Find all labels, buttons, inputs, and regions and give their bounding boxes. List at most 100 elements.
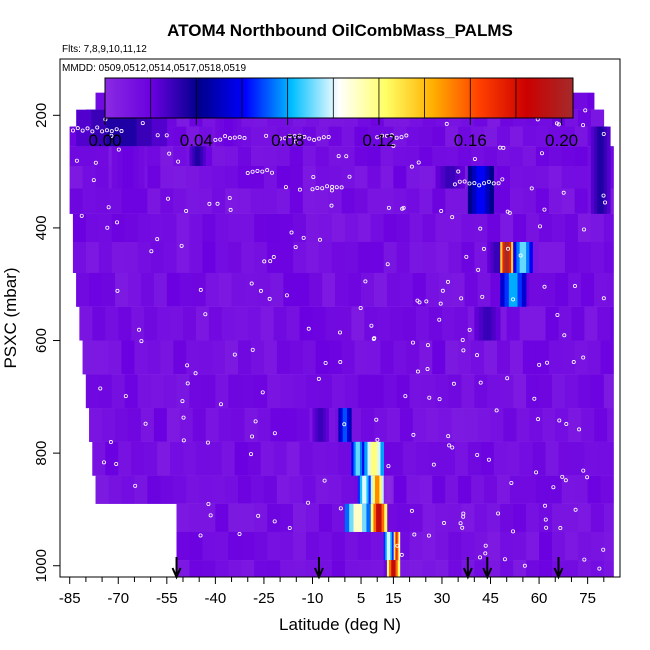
heatmap-cell — [95, 146, 109, 166]
sample-point — [425, 367, 430, 372]
x-axis: -85 -70 -55 -40 -25 -10 5 15 30 45 60 75 — [59, 577, 605, 607]
heatmap-cell — [293, 560, 307, 577]
heatmap-cell — [82, 165, 96, 189]
heatmap-cell — [254, 503, 268, 532]
heatmap-cell — [380, 146, 394, 166]
heatmap-cell — [331, 374, 346, 409]
heatmap-cell — [250, 146, 265, 166]
heatmap-feature-cell — [317, 408, 321, 442]
heatmap-cell — [205, 272, 219, 307]
heatmap-cell — [241, 560, 255, 577]
sample-point — [369, 323, 374, 328]
heatmap-cell — [192, 408, 206, 442]
sample-point — [119, 129, 124, 134]
sample-point — [476, 267, 481, 272]
heatmap-cell — [111, 241, 126, 273]
heatmap-cell — [526, 560, 540, 577]
heatmap-cell — [199, 165, 213, 189]
sample-point — [475, 353, 480, 358]
heatmap-feature-cell — [459, 165, 465, 189]
heatmap-cell — [370, 213, 384, 242]
heatmap-cell — [134, 475, 148, 504]
heatmap-cell — [102, 408, 116, 442]
heatmap-feature-cell — [467, 165, 473, 214]
sample-point — [100, 129, 105, 134]
heatmap-feature-cell — [388, 531, 391, 561]
heatmap-cell — [127, 408, 142, 442]
heatmap-cell — [390, 441, 404, 476]
heatmap-feature-cell — [435, 165, 441, 189]
sample-point — [278, 136, 283, 141]
heatmap-cell — [69, 165, 83, 189]
heatmap-feature-cell — [228, 109, 233, 147]
sample-point — [478, 555, 483, 560]
heatmap-feature-cell — [224, 109, 229, 147]
sample-point — [310, 187, 315, 192]
heatmap-cell — [302, 146, 317, 166]
heatmap-feature-cell — [385, 475, 388, 504]
sample-point — [447, 443, 452, 448]
sample-point — [502, 557, 507, 562]
heatmap-cell — [95, 475, 109, 504]
sample-point — [301, 235, 306, 240]
sample-point — [496, 181, 501, 186]
heatmap-cell — [121, 475, 135, 504]
sample-point — [312, 137, 317, 142]
heatmap-cell — [195, 306, 210, 341]
sample-point — [184, 209, 189, 214]
heatmap-cell — [581, 272, 595, 307]
heatmap-feature-cell — [521, 272, 527, 307]
heatmap-cell — [189, 560, 203, 577]
heatmap-cell — [441, 441, 456, 476]
sample-point — [462, 179, 467, 184]
heatmap-cell — [328, 126, 342, 147]
heatmap-cell — [238, 165, 252, 189]
heatmap-cell — [276, 475, 291, 504]
heatmap-cell — [173, 475, 187, 504]
heatmap-feature-cell — [381, 503, 385, 532]
sample-point — [460, 337, 465, 342]
heatmap-cell — [454, 306, 469, 341]
heatmap-cell — [280, 241, 294, 273]
sample-point — [85, 126, 90, 131]
sample-point — [283, 185, 288, 190]
heatmap-cell — [153, 408, 168, 442]
heatmap-feature-cell — [440, 165, 446, 189]
heatmap-cell — [215, 531, 229, 561]
heatmap-cell — [331, 241, 346, 273]
heatmap-cell — [176, 531, 190, 561]
heatmap-feature-cell — [391, 560, 394, 577]
heatmap-cell — [244, 272, 258, 307]
sample-point — [329, 203, 334, 208]
heatmap-cell — [503, 408, 517, 442]
heatmap-cell — [127, 272, 142, 307]
sample-point — [334, 185, 339, 190]
heatmap-cell — [186, 165, 200, 189]
heatmap-cell — [571, 441, 585, 476]
heatmap-cell — [409, 374, 423, 409]
heatmap-cell — [137, 241, 151, 273]
sample-point — [93, 160, 98, 165]
heatmap-cell — [302, 126, 317, 147]
heatmap-cell — [89, 272, 103, 307]
heatmap-cell — [189, 374, 203, 409]
heatmap-cell — [610, 306, 614, 341]
heatmap-cell — [597, 306, 611, 341]
sample-point — [511, 297, 516, 302]
sample-point — [336, 154, 341, 159]
heatmap-cell — [160, 340, 174, 375]
heatmap-cell — [160, 475, 174, 504]
heatmap-cell — [545, 441, 559, 476]
heatmap-feature-cell — [594, 126, 598, 214]
heatmap-cell — [370, 531, 384, 561]
heatmap-cell — [176, 241, 190, 273]
heatmap-feature-cell — [516, 241, 520, 273]
heatmap-cell — [500, 374, 514, 409]
heatmap-cell — [173, 126, 187, 147]
heatmap-cell — [134, 188, 148, 214]
heatmap-cell — [535, 146, 550, 166]
heatmap-cell — [435, 241, 449, 273]
sample-point — [90, 129, 95, 134]
heatmap-cell — [263, 475, 278, 504]
heatmap-cell — [199, 340, 213, 375]
